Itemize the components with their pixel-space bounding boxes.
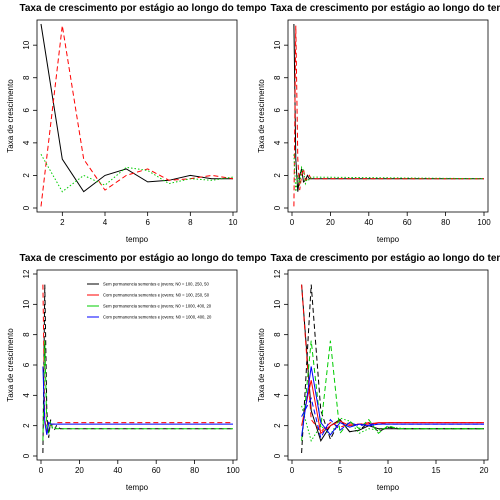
x-axis-label: tempo [126,483,149,492]
y-axis-label: Taxa de crescimento [257,79,266,153]
x-tick-label: 0 [290,218,295,227]
x-tick-label: 80 [190,466,199,475]
x-tick-label: 100 [477,218,491,227]
x-tick-label: 10 [384,466,393,475]
x-axis-label: tempo [377,483,400,492]
series-line-3 [293,154,485,192]
x-tick-label: 0 [39,466,44,475]
y-tick-label: 10 [273,299,282,308]
series-line-1 [293,23,484,192]
y-tick-label: 2 [273,423,282,428]
x-tick-label: 80 [441,218,450,227]
series-line-3 [42,340,233,441]
x-tick-label: 40 [364,218,373,227]
y-tick-label: 4 [273,393,282,398]
plot-frame [36,19,238,213]
series-line-2 [301,284,484,442]
y-tick-label: 8 [273,332,282,337]
chart-title: Taxa de crescimento por estágio ao longo… [19,3,266,14]
chart-panel-3: Taxa de crescimento por estágio ao longo… [6,253,267,492]
y-tick-label: 6 [22,362,31,367]
y-tick-label: 0 [22,453,31,458]
y-tick-label: 12 [273,269,282,278]
series-line-5 [301,340,484,441]
y-tick-label: 8 [22,75,31,80]
series-line-4 [42,366,233,435]
y-tick-label: 12 [22,269,31,278]
x-tick-label: 4 [103,218,108,227]
plot-frame [287,19,489,213]
x-tick-label: 15 [432,466,441,475]
chart-panel-4: Taxa de crescimento por estágio ao longo… [257,253,500,492]
y-axis-label: Taxa de crescimento [257,328,266,402]
x-tick-label: 8 [188,218,193,227]
y-tick-label: 10 [22,40,31,49]
x-tick-label: 60 [403,218,412,227]
legend-label: Sem permanencia sementes e jovens; N0 = … [103,304,212,309]
series-line-1 [40,23,233,193]
chart-panel-1: Taxa de crescimento por estágio ao longo… [6,3,267,244]
x-tick-label: 60 [152,466,161,475]
x-tick-label: 20 [480,466,489,475]
y-axis-label: Taxa de crescimento [6,79,15,153]
y-tick-label: 6 [273,362,282,367]
x-tick-label: 40 [113,466,122,475]
legend: Sem permanencia sementes e jovens; N0 = … [87,282,212,320]
legend-label: Com permanencia sementes e jovens; N0 = … [103,315,212,320]
chart-title: Taxa de crescimento por estágio ao longo… [270,3,500,14]
y-tick-label: 8 [273,75,282,80]
y-tick-label: 4 [22,140,31,145]
y-axis-label: Taxa de crescimento [6,328,15,402]
y-tick-label: 2 [22,173,31,178]
series-line-2 [40,25,234,207]
plot-frame [36,269,238,461]
series-line-1 [42,284,233,454]
x-tick-label: 10 [229,218,238,227]
x-axis-label: tempo [126,235,149,244]
x-tick-label: 20 [75,466,84,475]
x-tick-label: 0 [290,466,295,475]
y-tick-label: 0 [22,205,31,210]
legend-label: Sem permanencia sementes e jovens; N0 = … [103,282,209,287]
y-tick-label: 0 [273,453,282,458]
y-tick-label: 10 [22,299,31,308]
x-tick-label: 2 [60,218,65,227]
x-tick-label: 5 [338,466,343,475]
legend-label: Com permanencia sementes e jovens; N0 = … [103,293,210,298]
y-tick-label: 4 [273,140,282,145]
y-tick-label: 8 [22,332,31,337]
x-axis-label: tempo [377,235,400,244]
series-line-7 [301,366,484,437]
y-tick-label: 0 [273,205,282,210]
series-line-8 [301,396,484,440]
y-tick-label: 4 [22,393,31,398]
x-tick-label: 100 [226,466,240,475]
chart-panel-2: Taxa de crescimento por estágio ao longo… [257,3,500,244]
y-tick-label: 2 [273,173,282,178]
series-line-4 [301,380,484,435]
series-line-3 [40,154,234,193]
chart-title: Taxa de crescimento por estágio ao longo… [19,253,266,264]
chart-title: Taxa de crescimento por estágio ao longo… [270,253,500,264]
x-tick-label: 6 [145,218,150,227]
series-line-2 [293,25,484,207]
x-tick-label: 20 [326,218,335,227]
y-tick-label: 6 [273,108,282,113]
y-tick-label: 10 [273,40,282,49]
y-tick-label: 2 [22,423,31,428]
y-tick-label: 6 [22,108,31,113]
